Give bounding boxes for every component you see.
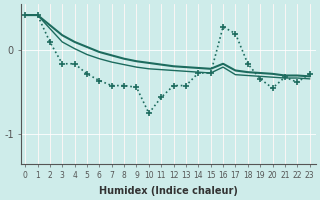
X-axis label: Humidex (Indice chaleur): Humidex (Indice chaleur) xyxy=(99,186,238,196)
